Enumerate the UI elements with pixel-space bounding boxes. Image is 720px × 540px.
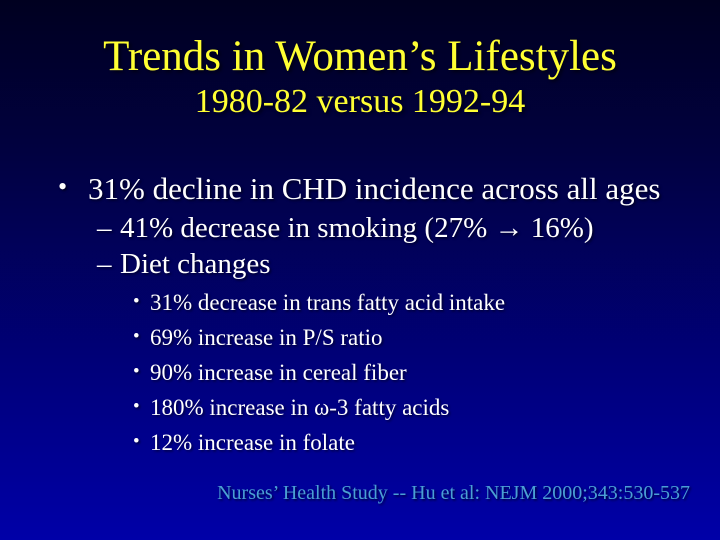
bullet-text: 31% decrease in trans fatty acid intake: [150, 290, 506, 315]
bullet-dot-icon: •: [133, 291, 140, 312]
bullet-text: Diet changes: [120, 248, 271, 280]
bullet-dot-icon: •: [133, 431, 140, 452]
bullet-dot-icon: •: [133, 396, 140, 417]
bullet-dot-icon: •: [133, 361, 140, 382]
slide-title: Trends in Women’s Lifestyles: [103, 33, 617, 80]
dash-marker-icon: –: [97, 212, 112, 244]
source-citation: Nurses’ Health Study -- Hu et al: NEJM 2…: [217, 482, 690, 504]
dash-marker-icon: –: [97, 248, 112, 280]
bullet-dot-icon: •: [133, 326, 140, 347]
bullet-dot-icon: •: [58, 172, 68, 201]
bullet-text: 90% increase in cereal fiber: [150, 360, 407, 385]
bullet-text: 180% increase in ω-3 fatty acids: [150, 395, 450, 420]
bullet-text: 69% increase in P/S ratio: [150, 325, 383, 350]
slide-subtitle: 1980-82 versus 1992-94: [194, 83, 526, 120]
bullet-text: 31% decline in CHD incidence across all …: [88, 171, 661, 206]
bullet-text: 41% decrease in smoking (27% → 16%): [120, 212, 594, 244]
bullet-text: 12% increase in folate: [150, 430, 355, 455]
